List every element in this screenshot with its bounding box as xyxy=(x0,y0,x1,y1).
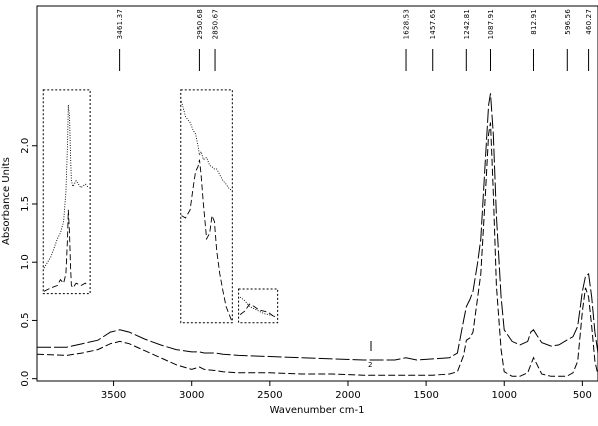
peak-label: 812.91 xyxy=(530,9,538,35)
x-tick-label: 2000 xyxy=(335,390,360,401)
y-axis-ticks: 0.0 0.5 1.0 1.5 2.0 xyxy=(20,138,37,387)
small-marks: 2 xyxy=(368,341,372,369)
spectrum-series xyxy=(36,93,598,377)
peak-label: 2850.67 xyxy=(212,9,220,39)
peak-label: 596.56 xyxy=(564,9,572,35)
inset-box xyxy=(238,288,279,324)
peak-label: 1087.91 xyxy=(487,9,495,39)
y-axis-label: Absorbance Units xyxy=(1,157,12,245)
x-axis-ticks: 3500 3000 2500 2000 1500 1000 500 xyxy=(101,381,592,401)
y-tick-label: 1.5 xyxy=(20,196,31,212)
peak-markers: 3461.37 2950.68 2850.67 1628.53 1457.65 1242.… xyxy=(116,9,593,71)
inset-trace xyxy=(43,104,89,269)
y-tick-label: 2.0 xyxy=(20,138,31,154)
peak-label: 460.27 xyxy=(585,9,593,35)
peak-label: 2950.68 xyxy=(196,9,204,39)
spectrum-line xyxy=(36,122,598,377)
inset-boxes xyxy=(42,89,279,324)
peak-label: 1242.81 xyxy=(463,9,471,39)
x-tick-label: 1500 xyxy=(413,390,438,401)
x-tick-label: 3000 xyxy=(179,390,204,401)
x-tick-label: 3500 xyxy=(101,390,126,401)
inset-box xyxy=(42,89,91,295)
x-tick-label: 1000 xyxy=(492,390,517,401)
y-tick-label: 0.0 xyxy=(20,371,31,387)
inset-trace xyxy=(181,101,232,191)
plot-frame xyxy=(36,5,598,382)
inset-trace xyxy=(239,296,277,318)
x-tick-label: 2500 xyxy=(257,390,282,401)
mark-2-glyph: 2 xyxy=(368,361,372,369)
inset-trace xyxy=(43,209,89,292)
inset-box xyxy=(180,89,233,324)
x-axis-label: Wavenumber cm-1 xyxy=(270,405,365,416)
inset-trace xyxy=(239,303,277,319)
x-tick-label: 500 xyxy=(573,390,592,401)
y-tick-label: 0.5 xyxy=(20,312,31,328)
peak-label: 1457.65 xyxy=(429,9,437,39)
inset-trace xyxy=(181,159,233,321)
peak-label: 1628.53 xyxy=(403,9,411,39)
peak-label: 3461.37 xyxy=(116,9,124,39)
y-tick-label: 1.0 xyxy=(20,254,31,270)
spectrum-line xyxy=(37,93,598,361)
